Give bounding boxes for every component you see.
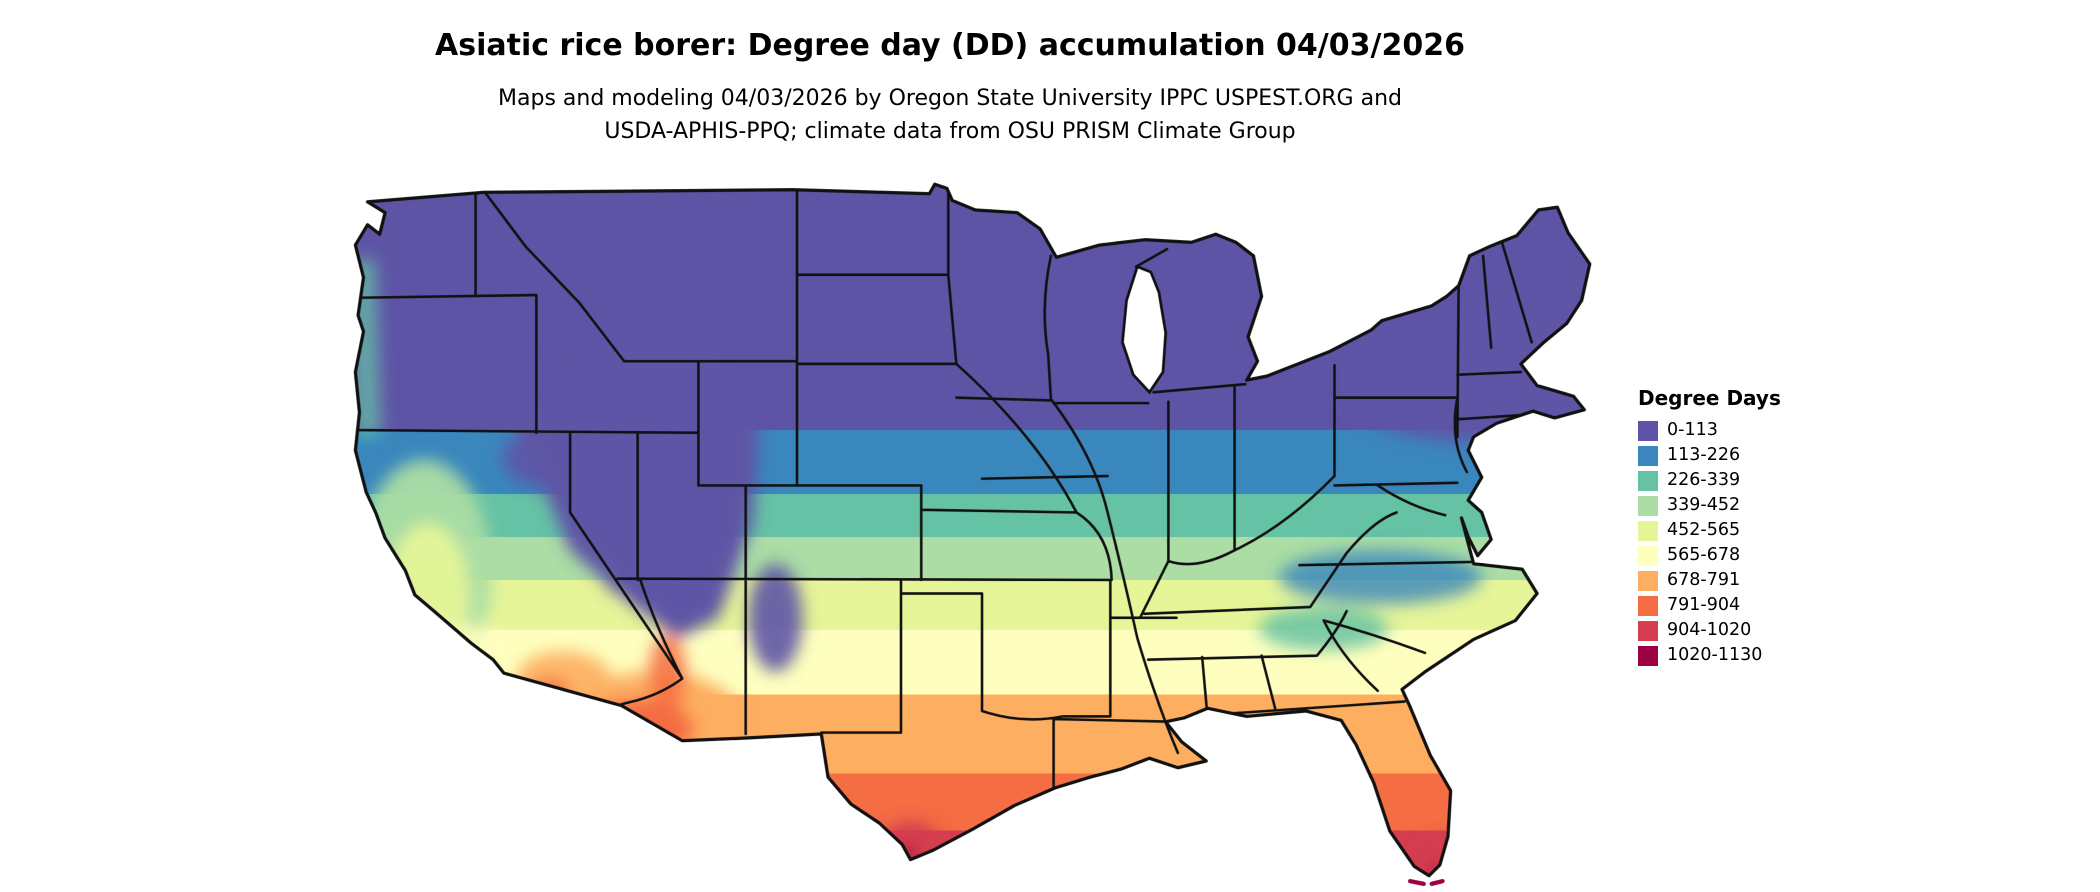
legend-label: 565-678: [1667, 545, 1741, 565]
legend-swatch: [1638, 645, 1658, 666]
legend-label: 678-791: [1667, 570, 1741, 590]
map-subtitle-line1: Maps and modeling 04/03/2026 by Oregon S…: [498, 86, 1402, 111]
map-legend: Degree Days 0-113 113-226 226-339 339-45…: [1638, 386, 1781, 668]
legend-swatch: [1638, 620, 1658, 641]
us-degree-day-map: [353, 182, 1592, 886]
legend-item: 1020-1130: [1638, 643, 1781, 668]
legend-label: 904-1020: [1667, 620, 1752, 640]
legend-item: 339-452: [1638, 493, 1781, 518]
page-title: Asiatic rice borer: Degree day (DD) accu…: [435, 28, 1465, 63]
legend-item: 226-339: [1638, 468, 1781, 493]
legend-item: 678-791: [1638, 568, 1781, 593]
map-area: [300, 172, 1610, 888]
lake-michigan: [1121, 264, 1168, 395]
map-subtitle-line2: USDA-APHIS-PPQ; climate data from OSU PR…: [604, 119, 1296, 144]
legend-swatch: [1638, 445, 1658, 466]
legend-label: 226-339: [1667, 470, 1741, 490]
legend-swatch: [1638, 570, 1658, 591]
legend-swatch: [1638, 495, 1658, 516]
legend-swatch: [1638, 420, 1658, 441]
legend-swatch: [1638, 470, 1658, 491]
legend-item: 113-226: [1638, 443, 1781, 468]
legend-item: 791-904: [1638, 593, 1781, 618]
legend-item: 0-113: [1638, 418, 1781, 443]
legend-item: 904-1020: [1638, 618, 1781, 643]
legend-swatch: [1638, 520, 1658, 541]
legend-label: 339-452: [1667, 495, 1741, 515]
state-borders: [355, 188, 1542, 788]
map-subtitle: Maps and modeling 04/03/2026 by Oregon S…: [0, 82, 1900, 148]
legend-swatch: [1638, 595, 1658, 616]
legend-item: 452-565: [1638, 518, 1781, 543]
legend-label: 1020-1130: [1667, 645, 1763, 665]
legend-title: Degree Days: [1638, 386, 1781, 410]
legend-label: 452-565: [1667, 520, 1741, 540]
us-outline: [353, 182, 1592, 878]
map-fill: [355, 184, 1590, 876]
florida-keys: [1407, 878, 1445, 886]
legend-item: 565-678: [1638, 543, 1781, 568]
legend-label: 0-113: [1667, 420, 1718, 440]
legend-label: 791-904: [1667, 595, 1741, 615]
legend-label: 113-226: [1667, 445, 1741, 465]
legend-swatch: [1638, 545, 1658, 566]
